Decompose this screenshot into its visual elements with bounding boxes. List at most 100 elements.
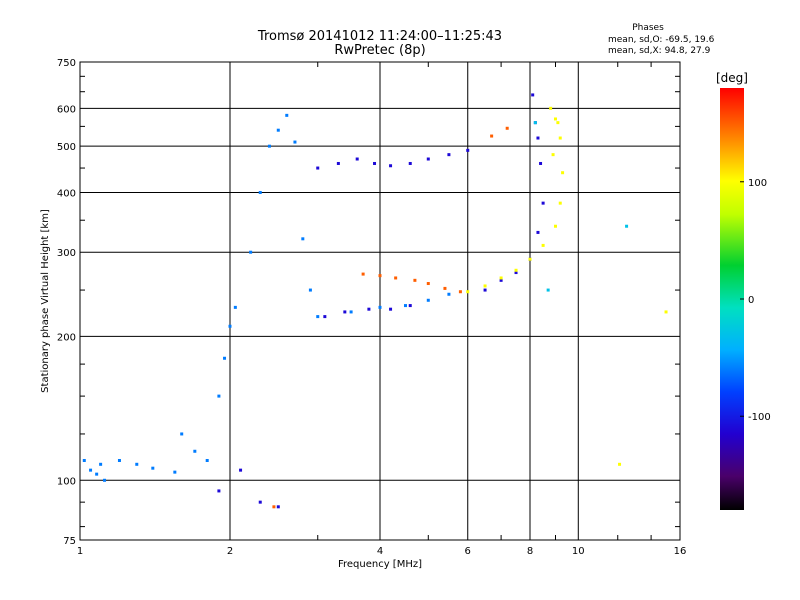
data-point [389, 164, 393, 168]
colorbar-tick-label: 0 [748, 295, 754, 306]
data-point [378, 305, 382, 309]
data-point [389, 307, 393, 311]
x-tick-label: 16 [674, 546, 687, 557]
data-point [394, 276, 398, 280]
x-tick-label: 6 [465, 546, 471, 557]
data-point [558, 136, 562, 140]
y-tick-label: 500 [57, 142, 76, 153]
data-point [664, 310, 668, 314]
stats-o-line: mean, sd,O: -69.5, 19.6 [608, 35, 715, 45]
data-point [117, 458, 121, 462]
data-point [556, 121, 560, 125]
data-point [272, 505, 276, 509]
y-tick-label: 75 [63, 536, 76, 547]
data-point [403, 304, 407, 308]
data-point [301, 237, 305, 241]
data-point [514, 271, 518, 275]
data-point [99, 462, 103, 466]
data-point [293, 140, 297, 144]
colorbar-ticks: 100 0 -100 [740, 178, 771, 423]
points-layer [82, 93, 668, 509]
data-point [536, 136, 540, 140]
data-point [373, 161, 377, 165]
data-point [408, 304, 412, 308]
data-point [466, 148, 470, 152]
data-point [561, 171, 565, 175]
axis-layer: 1 2 4 6 8 10 16 75 100 200 300 400 500 600 750 [57, 58, 686, 557]
data-point [151, 466, 155, 470]
data-point [490, 134, 494, 138]
data-point [499, 278, 503, 282]
data-point [249, 250, 253, 254]
data-point [426, 282, 430, 286]
data-point [267, 144, 271, 148]
data-point [426, 157, 430, 161]
colorbar-tick-label: -100 [748, 412, 771, 423]
data-point [82, 458, 86, 462]
data-point [549, 106, 553, 110]
data-point [531, 93, 535, 97]
data-point [553, 117, 557, 121]
y-tick-label: 600 [57, 104, 76, 115]
data-point [228, 324, 232, 328]
data-point [558, 201, 562, 205]
data-point [276, 128, 280, 132]
data-point [173, 470, 177, 474]
y-axis-label: Stationary phase Virtual Height [km] [40, 209, 51, 393]
chart-title: Tromsø 20141012 11:24:00–11:25:43 [257, 29, 502, 44]
data-point [285, 113, 289, 117]
data-point [258, 190, 262, 194]
data-point [483, 288, 487, 292]
data-point [205, 458, 209, 462]
x-tick-label: 10 [572, 546, 585, 557]
y-tick-label: 750 [57, 58, 76, 69]
data-point [89, 468, 93, 472]
data-point [217, 394, 221, 398]
data-point [276, 505, 280, 509]
data-point [95, 472, 99, 476]
data-point [180, 432, 184, 436]
x-tick-label: 1 [77, 546, 83, 557]
data-point [323, 315, 327, 319]
data-point [239, 468, 243, 472]
y-tick-label: 300 [57, 248, 76, 259]
data-point [539, 161, 543, 165]
data-point [458, 290, 462, 294]
data-point [546, 288, 550, 292]
data-point [499, 276, 503, 280]
x-axis-label: Frequency [MHz] [338, 559, 422, 570]
data-point [413, 278, 417, 282]
data-point [217, 489, 221, 493]
data-point [447, 153, 451, 157]
data-point [514, 268, 518, 272]
colorbar-label: [deg] [716, 71, 748, 85]
chart-subtitle: RwPretec (8p) [334, 43, 425, 58]
x-tick-label: 2 [227, 546, 233, 557]
data-point [625, 224, 629, 228]
data-point [308, 288, 312, 292]
data-point [349, 310, 353, 314]
stats-x-line: mean, sd,X: 94.8, 27.9 [608, 46, 711, 56]
data-point [483, 284, 487, 288]
data-point [336, 161, 340, 165]
data-point [505, 126, 509, 130]
x-tick-label: 8 [527, 546, 533, 557]
data-point [355, 157, 359, 161]
data-point [316, 315, 320, 319]
data-point [447, 292, 451, 296]
data-point [443, 286, 447, 290]
data-point [361, 272, 365, 276]
data-point [258, 500, 262, 504]
data-point [466, 290, 470, 294]
y-tick-label: 400 [57, 188, 76, 199]
data-point [343, 310, 347, 314]
data-point [103, 478, 107, 482]
data-point [233, 305, 237, 309]
data-point [541, 201, 545, 205]
data-point [316, 166, 320, 170]
data-point [536, 230, 540, 234]
grid-layer [80, 62, 680, 540]
data-point [553, 224, 557, 228]
data-point [618, 462, 622, 466]
